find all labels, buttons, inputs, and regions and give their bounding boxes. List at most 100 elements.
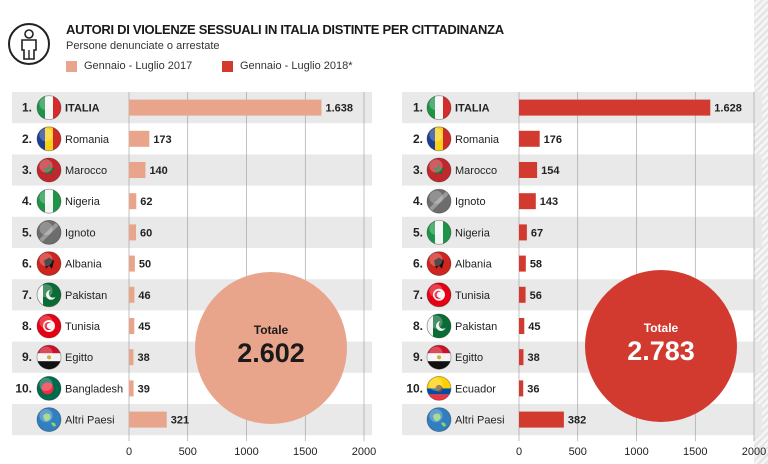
flag-albania-icon: [426, 251, 452, 277]
bar: [519, 286, 526, 303]
country-label: ITALIA: [455, 103, 490, 115]
country-label: Tunisia: [455, 290, 491, 302]
rank-label: 5.: [413, 225, 423, 239]
header: AUTORI DI VIOLENZE SESSUALI IN ITALIA DI…: [0, 0, 768, 86]
x-tick-label: 1000: [234, 446, 258, 458]
x-tick-label: 1000: [624, 446, 648, 458]
value-label: 1.638: [325, 103, 353, 115]
flag-romania-icon: [36, 126, 62, 152]
x-tick-label: 0: [126, 446, 132, 458]
total-circle: [195, 272, 347, 424]
bar: [129, 411, 167, 428]
flag-morocco-icon: [426, 157, 452, 183]
rank-label: 4.: [22, 194, 32, 208]
value-label: 140: [149, 165, 167, 177]
country-label: Bangladesh: [65, 383, 123, 395]
rank-label: 9.: [22, 350, 32, 364]
legend-swatch-2017: [66, 60, 77, 72]
bar: [129, 130, 150, 147]
rank-label: 1.: [413, 101, 423, 115]
flag-nigeria-icon: [426, 219, 452, 245]
country-label: Ecuador: [455, 383, 496, 395]
value-label: 321: [171, 415, 189, 427]
bar: [519, 380, 524, 397]
country-label: Romania: [455, 134, 500, 146]
chart-title: AUTORI DI VIOLENZE SESSUALI IN ITALIA DI…: [66, 22, 504, 37]
bar: [519, 318, 525, 334]
value-label: 176: [544, 134, 562, 146]
legend-label-2017: Gennaio - Luglio 2017: [84, 60, 193, 72]
flag-egypt-icon: [36, 344, 62, 370]
chart-subtitle: Persone denunciate o arrestate: [66, 40, 220, 52]
value-label: 1.628: [714, 103, 742, 115]
bar: [519, 193, 536, 210]
value-label: 45: [138, 321, 150, 333]
country-label: Marocco: [455, 165, 497, 177]
flag-pakistan-icon: [426, 313, 452, 339]
bar: [519, 130, 540, 147]
bar: [129, 255, 135, 272]
x-tick-label: 2000: [742, 446, 766, 458]
row-stripe: [402, 216, 762, 248]
legend-swatch-2018: [222, 60, 233, 72]
bar: [519, 99, 711, 116]
value-label: 46: [138, 290, 150, 302]
total-label: Totale: [644, 321, 679, 335]
x-tick-label: 500: [179, 446, 197, 458]
bar: [129, 380, 134, 397]
country-label: Ignoto: [455, 196, 486, 208]
value-label: 62: [140, 196, 152, 208]
unknown-globe-icon: [36, 219, 62, 245]
legend-item-2017: Gennaio - Luglio 2017: [66, 60, 192, 72]
value-label: 45: [528, 321, 540, 333]
bar: [519, 255, 526, 272]
bar: [519, 411, 564, 428]
country-label: Egitto: [455, 352, 483, 364]
value-label: 58: [530, 259, 542, 271]
country-label: Nigeria: [65, 196, 101, 208]
bar: [129, 318, 135, 334]
legend-item-2018: Gennaio - Luglio 2018*: [222, 60, 353, 72]
flag-nigeria-icon: [36, 188, 62, 214]
flag-albania-icon: [36, 251, 62, 277]
bar: [129, 193, 137, 210]
rank-label: 6.: [22, 257, 32, 271]
total-value: 2.602: [237, 338, 305, 368]
flag-morocco-icon: [36, 157, 62, 183]
country-label: Ignoto: [65, 227, 96, 239]
value-label: 173: [153, 134, 171, 146]
rank-label: 5.: [22, 225, 32, 239]
unknown-globe-icon: [426, 188, 452, 214]
value-label: 38: [137, 352, 149, 364]
row-stripe: [12, 154, 372, 186]
bar: [519, 224, 527, 241]
value-label: 50: [139, 259, 151, 271]
bar: [129, 349, 134, 366]
country-label: Pakistan: [65, 290, 107, 302]
rank-label: 8.: [413, 319, 423, 333]
rank-label: 9.: [413, 350, 423, 364]
flag-tunisia-icon: [426, 282, 452, 308]
total-circle: [585, 270, 737, 422]
flag-egypt-icon: [426, 344, 452, 370]
value-label: 143: [540, 196, 558, 208]
rank-label: 7.: [22, 288, 32, 302]
bar: [129, 224, 137, 241]
rank-label: 3.: [413, 163, 423, 177]
chart-2018: 0 500 1000 1500 2000 1. ITALIA 1.628 2. Romania 17…: [402, 92, 766, 458]
total-value: 2.783: [627, 336, 695, 366]
country-label: Altri Paesi: [65, 415, 115, 427]
country-label: Marocco: [65, 165, 107, 177]
rank-label: 6.: [413, 257, 423, 271]
country-label: Albania: [455, 259, 493, 271]
flag-tunisia-icon: [36, 313, 62, 339]
rank-label: 7.: [413, 288, 423, 302]
country-label: Romania: [65, 134, 110, 146]
bar: [129, 99, 322, 116]
value-label: 67: [531, 227, 543, 239]
globe-icon: [426, 407, 452, 433]
value-label: 38: [527, 352, 539, 364]
bar: [519, 162, 538, 178]
flag-pakistan-icon: [36, 282, 62, 308]
rank-label: 4.: [413, 194, 423, 208]
